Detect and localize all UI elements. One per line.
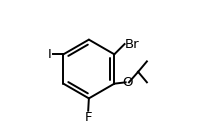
Text: F: F [84, 111, 92, 124]
Text: I: I [47, 48, 51, 61]
Text: Br: Br [125, 38, 140, 51]
Text: O: O [122, 76, 133, 89]
